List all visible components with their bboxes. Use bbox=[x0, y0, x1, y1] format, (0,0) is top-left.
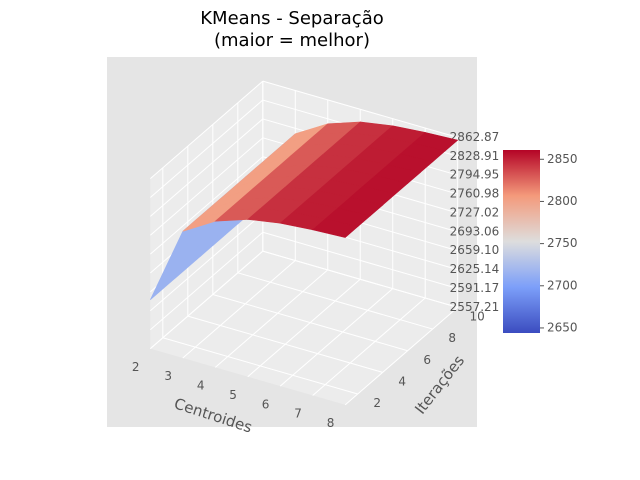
chart-title: KMeans - Separação (maior = melhor) bbox=[200, 8, 384, 51]
grid-line bbox=[237, 272, 433, 330]
z-tick-label: 2727.02 bbox=[450, 205, 500, 219]
colorbar-tick-label: 2800 bbox=[547, 194, 578, 208]
colorbar bbox=[503, 150, 540, 333]
x-tick-label: 2 bbox=[132, 360, 140, 374]
grid-line bbox=[149, 156, 264, 255]
y-tick-label: 6 bbox=[423, 353, 431, 367]
z-tick-label: 2828.91 bbox=[450, 149, 500, 163]
grid-line bbox=[262, 80, 458, 138]
colorbar-tick-label: 2850 bbox=[547, 152, 578, 166]
grid-line bbox=[279, 288, 394, 387]
grid-line bbox=[149, 80, 264, 179]
grid-line bbox=[182, 260, 296, 359]
grid-line bbox=[149, 231, 264, 331]
y-tick-label: 8 bbox=[448, 331, 456, 345]
grid-line bbox=[149, 137, 264, 236]
z-tick-label: 2862.87 bbox=[450, 130, 500, 144]
grid-line bbox=[262, 231, 458, 290]
grid-line bbox=[214, 269, 329, 368]
grid-line bbox=[149, 118, 264, 217]
grid-line bbox=[262, 250, 458, 308]
surface-patch bbox=[312, 218, 359, 238]
grid-line bbox=[162, 337, 358, 395]
colorbar-tick-label: 2750 bbox=[547, 236, 578, 250]
y-tick-label: 10 bbox=[470, 310, 485, 324]
z-tick-label: 2693.06 bbox=[450, 224, 500, 238]
y-tick-label: 4 bbox=[398, 374, 406, 388]
grid-line bbox=[149, 99, 264, 198]
grid-line bbox=[344, 307, 459, 406]
grid-line bbox=[247, 278, 361, 378]
x-tick-label: 4 bbox=[197, 379, 205, 393]
y-tick-label: 2 bbox=[373, 396, 381, 410]
grid-line bbox=[149, 250, 264, 349]
x-tick-label: 3 bbox=[164, 369, 172, 383]
colorbar-tick-label: 2650 bbox=[547, 320, 578, 334]
grid-line bbox=[212, 293, 408, 352]
colorbar-tick-label: 2700 bbox=[547, 278, 578, 292]
x-tick-label: 6 bbox=[262, 397, 270, 411]
x-tick-label: 7 bbox=[294, 407, 302, 421]
z-tick-label: 2591.17 bbox=[450, 281, 500, 295]
grid-line bbox=[187, 315, 383, 373]
z-tick-label: 2794.95 bbox=[450, 168, 500, 182]
z-tick-label: 2659.10 bbox=[450, 243, 500, 257]
grid-line bbox=[149, 213, 264, 312]
x-tick-label: 5 bbox=[229, 388, 237, 402]
z-tick-label: 2625.14 bbox=[450, 262, 500, 276]
z-tick-label: 2760.98 bbox=[450, 187, 500, 201]
grid-line bbox=[312, 297, 426, 396]
x-tick-label: 8 bbox=[327, 416, 335, 430]
z-tick-label: 2557.21 bbox=[450, 300, 500, 314]
